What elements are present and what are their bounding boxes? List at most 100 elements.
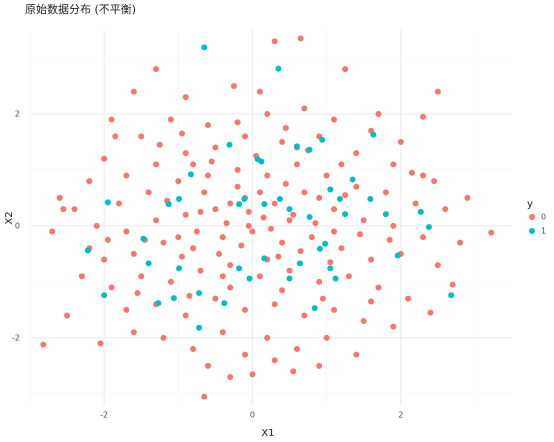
point: [382, 211, 389, 218]
point: [219, 234, 226, 241]
point: [342, 66, 349, 73]
point: [93, 222, 100, 229]
point: [227, 284, 234, 291]
point: [386, 236, 393, 243]
point: [234, 166, 241, 173]
point: [242, 306, 249, 313]
point: [370, 131, 377, 138]
point: [286, 206, 293, 213]
point: [196, 290, 203, 297]
point: [356, 231, 363, 238]
point: [227, 200, 234, 207]
point: [101, 292, 108, 299]
point: [375, 284, 382, 291]
point: [338, 161, 345, 168]
point: [179, 253, 186, 260]
point: [101, 155, 108, 162]
point: [331, 116, 338, 123]
point: [319, 136, 326, 143]
point: [130, 88, 137, 95]
point: [306, 213, 313, 220]
point: [271, 301, 278, 308]
point: [282, 180, 289, 187]
point: [182, 211, 189, 218]
point: [246, 275, 253, 282]
point: [160, 239, 167, 246]
point: [322, 240, 329, 247]
legend-title: y: [527, 199, 533, 210]
point: [238, 242, 245, 249]
y-tick-label: -2: [12, 333, 20, 342]
point: [123, 306, 130, 313]
point: [71, 206, 78, 213]
point: [279, 287, 286, 294]
point: [412, 200, 419, 207]
point: [286, 217, 293, 224]
point: [216, 250, 223, 257]
point: [306, 146, 313, 153]
point: [297, 35, 304, 42]
y-axis-title: X2: [4, 211, 15, 224]
point: [236, 265, 243, 272]
point: [316, 278, 323, 285]
point: [179, 130, 186, 137]
point: [264, 334, 271, 341]
point: [282, 124, 289, 131]
point: [176, 265, 183, 272]
point: [323, 172, 330, 179]
point: [286, 275, 293, 282]
point: [245, 208, 252, 215]
point: [448, 292, 455, 299]
point: [204, 172, 211, 179]
point: [261, 255, 268, 262]
point: [327, 259, 334, 266]
point: [420, 172, 427, 179]
point: [130, 329, 137, 336]
point: [271, 357, 278, 364]
point: [427, 309, 434, 316]
x-tick-label: 2: [398, 411, 403, 420]
point: [331, 206, 338, 213]
point: [219, 329, 226, 336]
point: [140, 235, 147, 242]
point: [301, 105, 308, 112]
point: [182, 94, 189, 101]
point: [367, 196, 374, 203]
point: [316, 362, 323, 369]
point: [417, 208, 424, 215]
point: [242, 133, 249, 140]
point: [197, 267, 204, 274]
point: [256, 189, 263, 196]
point: [271, 38, 278, 45]
point: [219, 273, 226, 280]
point: [236, 201, 243, 208]
point: [258, 158, 265, 165]
point: [186, 292, 193, 299]
point: [86, 178, 93, 185]
point: [227, 374, 234, 381]
point: [145, 260, 152, 267]
point: [101, 256, 108, 263]
point: [353, 150, 360, 157]
point: [234, 119, 241, 126]
point: [290, 368, 297, 375]
point: [175, 178, 182, 185]
point: [488, 229, 495, 236]
point: [176, 196, 183, 203]
point: [408, 169, 415, 176]
point: [249, 371, 256, 378]
point: [84, 247, 91, 254]
point: [353, 351, 360, 358]
point: [312, 220, 319, 227]
point: [104, 236, 111, 243]
point: [256, 88, 263, 95]
point: [390, 222, 397, 229]
point: [204, 122, 211, 129]
point: [208, 158, 215, 165]
point: [153, 161, 160, 168]
point: [78, 273, 85, 280]
point: [301, 312, 308, 319]
point: [286, 267, 293, 274]
point: [449, 281, 456, 288]
